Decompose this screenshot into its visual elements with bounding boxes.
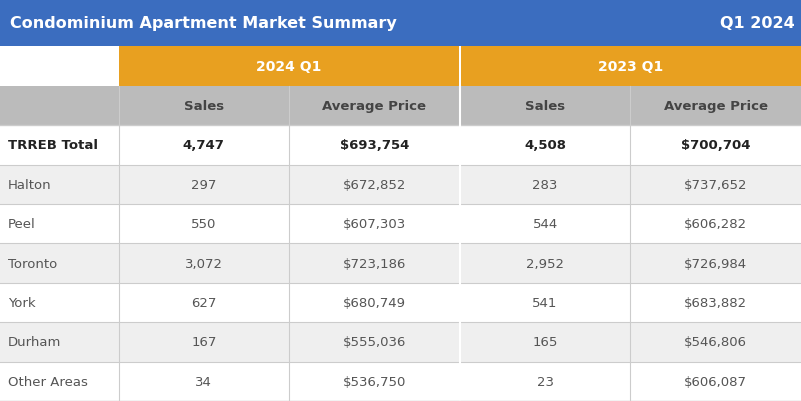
Text: Other Areas: Other Areas (8, 375, 88, 388)
Bar (0, 362, 801, 401)
Bar (0, 126, 801, 165)
Bar (460, 87, 630, 126)
Text: $680,749: $680,749 (343, 296, 406, 309)
Text: 550: 550 (191, 218, 216, 231)
Text: 4,508: 4,508 (524, 139, 566, 152)
Text: Q1 2024: Q1 2024 (720, 16, 795, 31)
Text: Average Price: Average Price (323, 100, 426, 113)
Bar (119, 87, 289, 126)
Text: $723,186: $723,186 (343, 257, 406, 270)
Text: 23: 23 (537, 375, 553, 388)
Text: $693,754: $693,754 (340, 139, 409, 152)
Text: $726,984: $726,984 (684, 257, 747, 270)
Text: $606,282: $606,282 (684, 218, 747, 231)
Text: 283: 283 (533, 178, 557, 191)
Bar (0, 322, 801, 362)
Bar (289, 87, 460, 126)
Text: Halton: Halton (8, 178, 51, 191)
Text: 297: 297 (191, 178, 216, 191)
Text: 627: 627 (191, 296, 216, 309)
Text: $536,750: $536,750 (343, 375, 406, 388)
Text: Average Price: Average Price (664, 100, 767, 113)
Bar (0, 165, 801, 205)
Bar (458, 87, 461, 126)
Text: 3,072: 3,072 (185, 257, 223, 270)
Text: 2024 Q1: 2024 Q1 (256, 60, 322, 74)
Bar (630, 87, 801, 126)
Text: $672,852: $672,852 (343, 178, 406, 191)
Text: 165: 165 (533, 336, 557, 348)
Text: $606,087: $606,087 (684, 375, 747, 388)
Text: 544: 544 (533, 218, 557, 231)
Bar (119, 47, 460, 87)
Text: 2,952: 2,952 (526, 257, 564, 270)
Bar (0, 47, 119, 87)
Text: $546,806: $546,806 (684, 336, 747, 348)
Text: 167: 167 (191, 336, 216, 348)
Bar (458, 47, 461, 87)
Text: 34: 34 (195, 375, 212, 388)
Text: $683,882: $683,882 (684, 296, 747, 309)
Bar (0, 0, 801, 47)
Bar (460, 47, 801, 87)
Bar (0, 244, 801, 283)
Text: 4,747: 4,747 (183, 139, 225, 152)
Text: Durham: Durham (8, 336, 62, 348)
Text: Toronto: Toronto (8, 257, 57, 270)
Bar (0, 87, 119, 126)
Text: $737,652: $737,652 (684, 178, 747, 191)
Text: Sales: Sales (183, 100, 224, 113)
Text: $607,303: $607,303 (343, 218, 406, 231)
Text: Peel: Peel (8, 218, 36, 231)
Text: TRREB Total: TRREB Total (8, 139, 98, 152)
Text: $555,036: $555,036 (343, 336, 406, 348)
Text: 541: 541 (533, 296, 557, 309)
Text: Condominium Apartment Market Summary: Condominium Apartment Market Summary (10, 16, 396, 31)
Bar (0, 283, 801, 322)
Text: York: York (8, 296, 35, 309)
Bar (0, 205, 801, 244)
Text: 2023 Q1: 2023 Q1 (598, 60, 663, 74)
Text: Sales: Sales (525, 100, 566, 113)
Text: $700,704: $700,704 (681, 139, 751, 152)
